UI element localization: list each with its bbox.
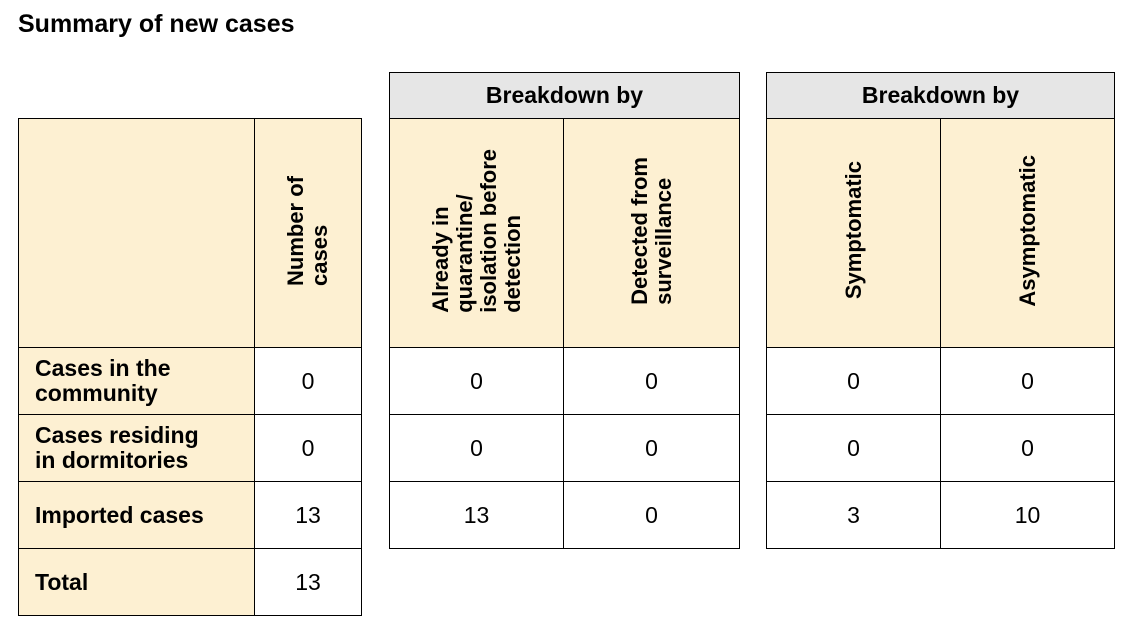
breakdown-table-symptoms: Breakdown by Symptomatic Asymptomatic 0 … bbox=[766, 72, 1115, 549]
header-line: surveillance bbox=[650, 177, 676, 305]
table-cell: 0 bbox=[563, 481, 740, 549]
header-line: Number of bbox=[283, 175, 308, 286]
row-label-line: Imported cases bbox=[35, 501, 204, 528]
header-line: isolation before bbox=[475, 148, 501, 313]
table-cell: 3 bbox=[766, 481, 941, 549]
already-in-quarantine-header: Already in quarantine/ isolation before … bbox=[389, 118, 564, 348]
header-line: detection bbox=[499, 214, 525, 313]
table-cell: 10 bbox=[940, 481, 1115, 549]
row-label-line: in dormitories bbox=[35, 447, 189, 473]
header-line: Asymptomatic bbox=[1014, 154, 1040, 307]
row-label-imported: Imported cases bbox=[18, 481, 255, 549]
breakdown-title: Breakdown by bbox=[389, 72, 740, 119]
row-label-total: Total bbox=[18, 548, 255, 616]
table-cell: 0 bbox=[766, 414, 941, 482]
table-cell: 0 bbox=[940, 347, 1115, 415]
header-line: Symptomatic bbox=[840, 161, 866, 300]
header-line: quarantine/ bbox=[451, 193, 477, 313]
row-label-line: community bbox=[35, 380, 158, 406]
count-imported: 13 bbox=[254, 481, 362, 549]
detected-from-surveillance-header: Detected from surveillance bbox=[563, 118, 740, 348]
asymptomatic-header: Asymptomatic bbox=[940, 118, 1115, 348]
header-line: Detected from bbox=[626, 156, 652, 305]
breakdown-table-detection: Breakdown by Already in quarantine/ isol… bbox=[389, 72, 740, 549]
header-line: cases bbox=[307, 224, 332, 286]
row-label-dormitories: Cases residing in dormitories bbox=[18, 414, 255, 482]
breakdown-title: Breakdown by bbox=[766, 72, 1115, 119]
summary-table: Number of cases Cases in the community 0… bbox=[18, 118, 362, 616]
row-label-community: Cases in the community bbox=[18, 347, 255, 415]
row-label-line: Total bbox=[35, 568, 89, 595]
table-cell: 0 bbox=[389, 414, 564, 482]
table-cell: 0 bbox=[563, 347, 740, 415]
number-of-cases-header: Number of cases bbox=[254, 118, 362, 348]
header-line: Already in bbox=[427, 206, 453, 313]
table-cell: 0 bbox=[563, 414, 740, 482]
row-label-line: Cases in the bbox=[35, 355, 171, 381]
symptomatic-header: Symptomatic bbox=[766, 118, 941, 348]
count-total: 13 bbox=[254, 548, 362, 616]
page-title: Summary of new cases bbox=[18, 10, 295, 38]
count-dormitories: 0 bbox=[254, 414, 362, 482]
count-community: 0 bbox=[254, 347, 362, 415]
row-label-line: Cases residing bbox=[35, 422, 199, 448]
table-cell: 0 bbox=[940, 414, 1115, 482]
corner-header-cell bbox=[18, 118, 255, 348]
table-cell: 0 bbox=[389, 347, 564, 415]
table-cell: 13 bbox=[389, 481, 564, 549]
table-cell: 0 bbox=[766, 347, 941, 415]
